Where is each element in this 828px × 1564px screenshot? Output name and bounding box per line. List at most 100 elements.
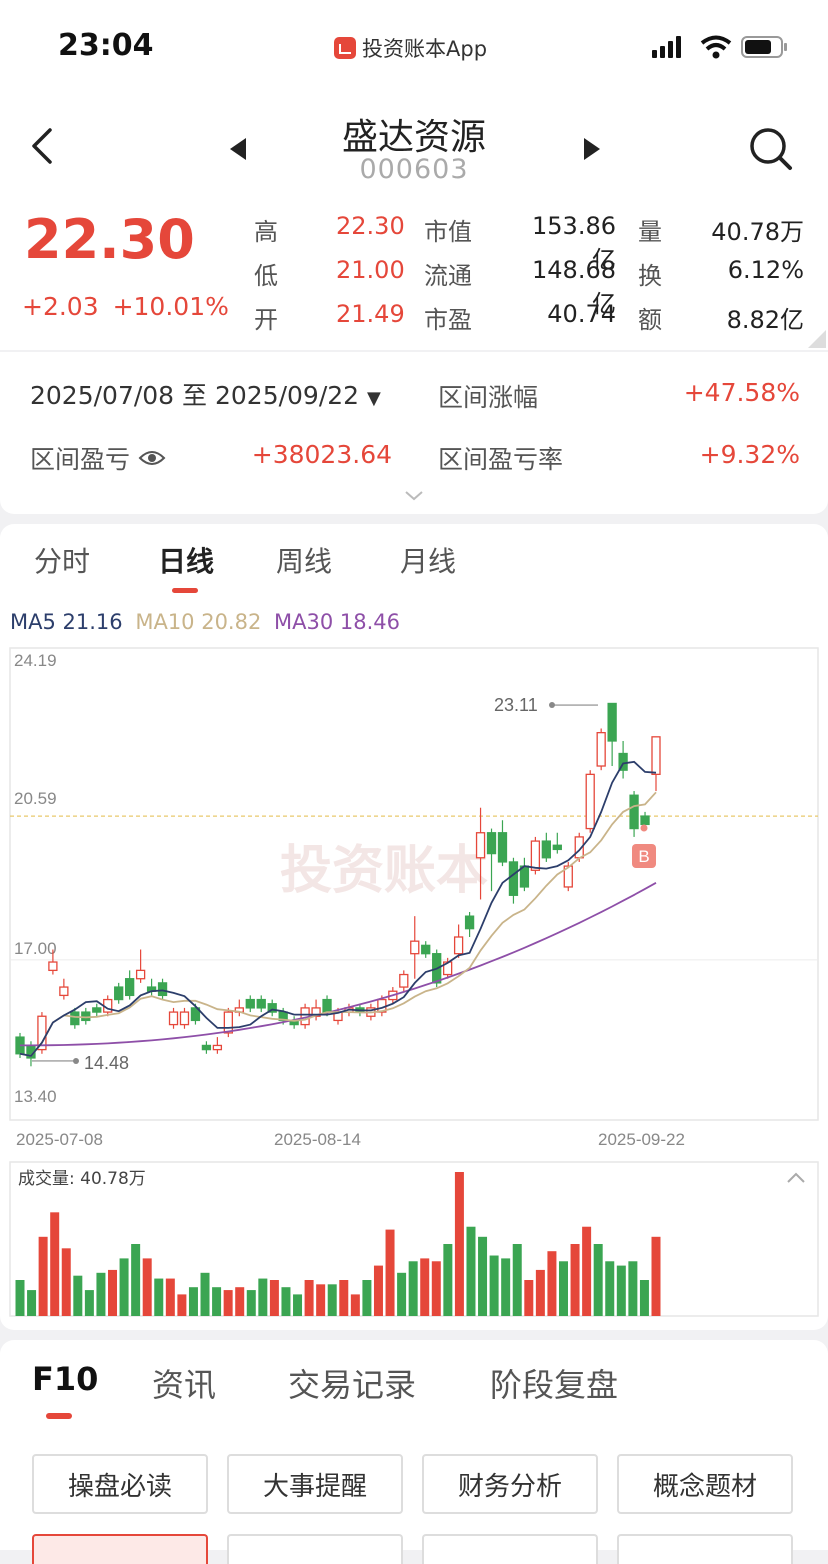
volume-bar [582,1226,592,1316]
candle-body [596,732,606,767]
volume-bar [235,1287,245,1316]
f10-tab-3[interactable]: 交易记录 [288,1366,417,1404]
f10-button-3[interactable]: 财务分析 [422,1454,598,1514]
volume-bar [281,1287,291,1316]
low-label: 14.48 [84,1053,129,1073]
chart-tab-1[interactable]: 分时 [34,545,91,578]
f10-button-row2-4[interactable] [617,1534,793,1564]
candle-body [464,915,475,930]
range-pl[interactable]: 区间盈亏 [30,440,166,476]
f10-button-row2-3[interactable] [422,1534,598,1564]
candle [59,978,69,1000]
chart-card [0,524,828,1330]
status-bar: 23:04 投资账本App [0,0,828,92]
f10-button-2[interactable]: 大事提醒 [227,1454,403,1514]
volume-bar [385,1229,395,1316]
chart-tab-2[interactable]: 日线 [158,545,215,578]
volume-bar [327,1284,337,1316]
volume-bar [512,1244,522,1316]
candle-body [201,1044,212,1051]
f10-button-row2-1[interactable] [32,1534,208,1564]
volume-bar [489,1255,499,1316]
range-pl-value: +38023.64 [251,440,392,469]
prev-stock-icon[interactable] [228,136,250,162]
candle [519,857,530,892]
f10-active-indicator [46,1413,72,1419]
quote-label-2-1: 低 [254,262,278,290]
volume-chart[interactable]: 成交量: 40.78万 [0,1160,828,1320]
volume-bar [50,1212,60,1316]
range-gain-value: +47.58% [683,378,800,407]
app-indicator: 投资账本App [334,33,487,63]
eye-icon[interactable] [138,449,166,467]
y-tick-label: 24.19 [14,651,57,670]
candle-body [618,752,628,771]
candle [541,832,551,862]
volume-bar [639,1280,649,1316]
candlestick-chart[interactable]: 24.19 20.59 17.00 13.40 投资账本 23.11 14.48 B 2025-… [0,640,828,1160]
volume-bar [397,1272,407,1316]
candle-body [59,986,69,997]
back-icon[interactable] [28,126,58,166]
volume-label: 成交量: 40.78万 [18,1169,146,1189]
y-tick-label: 20.59 [14,789,57,808]
high-marker-dot [549,702,555,709]
corner-fold-icon [808,330,826,348]
change-amount: +2.03 [22,292,99,321]
volume-bar [593,1244,603,1316]
volume-bar [466,1226,476,1316]
volume-bar [119,1258,129,1316]
volume-bar [628,1261,638,1316]
chevron-down-icon: ▼ [367,388,381,409]
stock-name: 盛达资源 [341,117,486,158]
candle-body [508,861,519,896]
collapse-chevron-icon [787,1172,805,1183]
chart-tab-3[interactable]: 周线 [276,545,333,578]
expand-chevron-icon[interactable] [404,490,424,502]
f10-tab-2[interactable]: 资讯 [152,1366,217,1404]
x-tick-label: 2025-08-14 [274,1130,361,1149]
quote-value-3-1: 21.49 [336,300,405,328]
volume-bar [420,1258,430,1316]
battery-icon [741,36,787,58]
chart-tab-4[interactable]: 月线 [400,545,457,578]
candle-body [135,969,146,980]
candle-body [245,998,255,1009]
f10-button-1[interactable]: 操盘必读 [32,1454,208,1514]
last-price: 22.30 [24,208,195,271]
quote-value-1-1: 22.30 [336,212,405,240]
quote-value-3-3: 8.82亿 [726,306,804,334]
quote-label-1-3: 量 [638,218,662,246]
status-time: 23:04 [58,28,154,63]
candle [179,1007,190,1029]
volume-bar [165,1278,175,1316]
quote-label-3-3: 额 [638,306,662,334]
f10-button-4[interactable]: 概念题材 [617,1454,793,1514]
f10-card [0,1340,828,1550]
candle [399,970,409,992]
date-range-selector[interactable]: 2025/07/08 至 2025/09/22 ▼ [30,376,381,412]
candle [201,1041,212,1054]
candle-body [212,1044,223,1051]
f10-tab-1[interactable]: F10 [32,1360,99,1398]
volume-bar [38,1236,48,1316]
candle [245,995,255,1013]
candle [464,911,475,938]
quote-label-2-3: 换 [638,262,662,290]
candle-body [486,832,497,855]
search-icon[interactable] [748,126,794,172]
f10-tab-4[interactable]: 阶段复盘 [490,1366,619,1404]
next-stock-icon[interactable] [580,136,602,162]
candle [135,949,146,983]
candle [289,1016,299,1029]
candle [70,1007,80,1029]
f10-button-row2-2[interactable] [227,1534,403,1564]
change-percent: +10.01% [112,292,229,321]
candle [421,941,431,958]
candle [651,736,661,792]
ma5-line [19,760,657,1057]
volume-bar [304,1280,314,1316]
quote-value-2-3: 6.12% [727,256,804,284]
candle [607,702,617,767]
quote-label-3-1: 开 [254,306,278,334]
